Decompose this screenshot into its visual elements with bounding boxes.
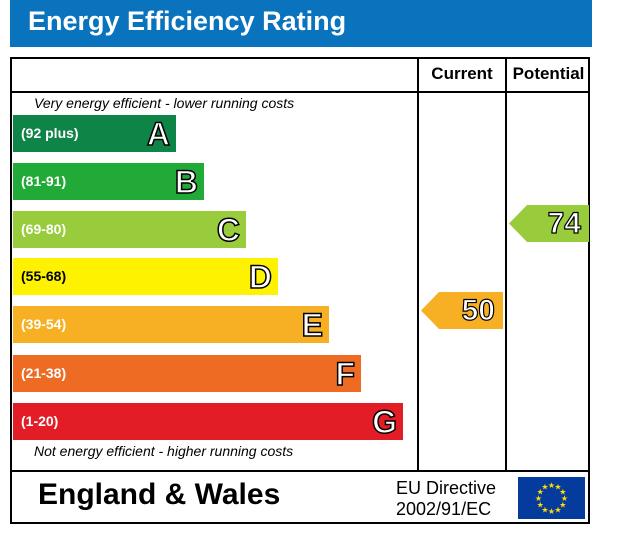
top-note: Very energy efficient - lower running co… [34,95,295,111]
footer-divider [10,470,590,472]
band-letter: B [174,163,199,201]
eu-star: ★ [554,483,561,492]
band-a: (92 plus) A [13,115,176,153]
eu-star: ★ [537,501,544,510]
band-b: (81-91) B [13,163,204,201]
band-letter: C [216,211,241,249]
current-arrow-shape [421,292,503,329]
rating-frame [10,57,590,524]
eu-flag-icon: ★ ★ ★ ★ ★ ★ ★ ★ ★ ★ ★ ★ [518,477,585,519]
band-letter: F [335,355,356,393]
current-column-divider [417,57,419,471]
band-range: (1-20) [21,413,59,429]
eu-star: ★ [541,505,548,514]
eu-star: ★ [559,501,566,510]
eu-star: ★ [548,481,555,490]
potential-rating-value: 74 [547,206,582,240]
eu-directive: EU Directive 2002/91/EC [396,478,496,520]
eu-star: ★ [559,488,566,497]
eu-star: ★ [537,488,544,497]
eu-directive-line2: 2002/91/EC [396,499,492,519]
band-range: (21-38) [21,365,67,381]
band-range: (81-91) [21,173,67,189]
potential-header: Potential [512,64,585,83]
band-letter: G [371,403,397,441]
band-g: (1-20) G [13,403,403,441]
current-header: Current [431,64,493,83]
potential-rating-arrow: 74 [509,205,589,242]
eu-star: ★ [541,483,548,492]
bottom-note: Not energy efficient - higher running co… [34,443,294,459]
potential-arrow-shape [509,205,589,242]
region-label: England & Wales [38,478,281,511]
band-c: (69-80) C [13,211,246,249]
band-e: (39-54) E [13,306,329,344]
eu-directive-line1: EU Directive [396,478,497,498]
band-letter: A [146,115,171,153]
title-bar: Energy Efficiency Rating [10,0,592,47]
band-range: (92 plus) [21,125,79,141]
header-divider [10,91,590,93]
eu-star: ★ [554,505,561,514]
band-d: (55-68) D [13,258,278,296]
current-rating-arrow: 50 [421,292,503,329]
band-range: (55-68) [21,268,67,284]
band-range: (69-80) [21,221,67,237]
eu-star: ★ [561,494,568,503]
band-letter: D [248,258,273,296]
potential-column-divider [505,57,507,471]
eu-star: ★ [548,507,555,516]
band-f: (21-38) F [13,355,361,393]
current-rating-value: 50 [461,293,496,327]
band-range: (39-54) [21,316,67,332]
band-letter: E [301,306,324,344]
chart-title: Energy Efficiency Rating [28,6,347,36]
eu-star: ★ [535,494,542,503]
